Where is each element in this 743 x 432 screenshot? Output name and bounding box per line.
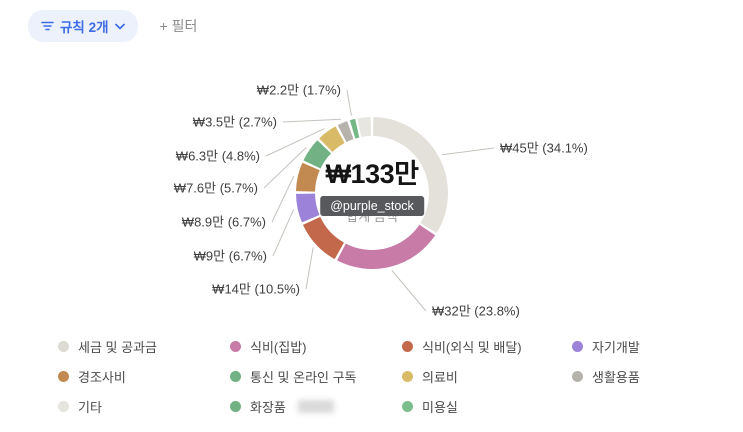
legend-item[interactable]: 식비(외식 및 배달) bbox=[402, 337, 572, 356]
slice-value-label: ₩8.9만 (6.7%) bbox=[182, 215, 266, 230]
legend-item[interactable]: 통신 및 온라인 구독 bbox=[230, 367, 402, 386]
total-caption: 합계 금액 bbox=[346, 208, 398, 224]
rules-chip-label: 규칙 2개 bbox=[60, 20, 109, 35]
legend-label: 생활용품 bbox=[592, 370, 640, 385]
legend-color-dot bbox=[58, 341, 69, 352]
donut-slice[interactable] bbox=[349, 118, 360, 139]
legend-item[interactable]: 경조사비 bbox=[58, 367, 230, 386]
donut-slice[interactable] bbox=[303, 140, 332, 169]
slice-value-label: ₩2.2만 (1.7%) bbox=[257, 83, 341, 98]
slice-value-label: ₩14만 (10.5%) bbox=[212, 282, 300, 297]
legend-item[interactable]: 미용실 bbox=[402, 397, 572, 416]
legend-color-dot bbox=[58, 371, 69, 382]
toolbar: 규칙 2개 + 필터 bbox=[28, 10, 199, 42]
legend-color-dot bbox=[58, 401, 69, 412]
slice-value-label: ₩9만 (6.7%) bbox=[194, 249, 267, 264]
leader-line bbox=[272, 208, 295, 257]
legend-item[interactable]: 식비(집밥) bbox=[230, 337, 402, 356]
slice-value-label: ₩3.5만 (2.7%) bbox=[193, 115, 277, 130]
legend-label: 자기개발 bbox=[592, 340, 640, 355]
legend-color-dot bbox=[402, 401, 413, 412]
leader-line bbox=[346, 89, 352, 116]
donut-slice[interactable] bbox=[296, 193, 320, 223]
legend-item[interactable]: 자기개발 bbox=[572, 337, 722, 356]
slice-value-label: ₩7.6만 (5.7%) bbox=[174, 181, 258, 196]
donut-slice[interactable] bbox=[296, 162, 320, 193]
legend-color-dot bbox=[572, 341, 583, 352]
slice-value-label: ₩6.3만 (4.8%) bbox=[176, 149, 260, 164]
leader-line bbox=[391, 270, 427, 312]
legend-color-dot bbox=[230, 401, 241, 412]
legend-item[interactable]: 생활용품 bbox=[572, 367, 722, 386]
legend-label: 식비(집밥) bbox=[250, 340, 307, 355]
donut-slice[interactable] bbox=[372, 117, 448, 233]
legend-color-dot bbox=[402, 341, 413, 352]
donut-slice[interactable] bbox=[337, 224, 436, 269]
legend-label: 경조사비 bbox=[78, 370, 126, 385]
slice-value-label: ₩32만 (23.8%) bbox=[432, 304, 520, 319]
legend-label: 세금 및 공과금 bbox=[78, 340, 157, 355]
rules-chip[interactable]: 규칙 2개 bbox=[28, 10, 138, 42]
donut-slice[interactable] bbox=[319, 126, 345, 153]
leader-line bbox=[305, 247, 314, 290]
legend-label: 기타 bbox=[78, 400, 102, 415]
add-filter-button[interactable]: + 필터 bbox=[158, 12, 200, 40]
legend-item[interactable]: 의료비 bbox=[402, 367, 572, 386]
legend-label: 식비(외식 및 배달) bbox=[422, 340, 522, 355]
watermark-badge: @purple_stock bbox=[320, 195, 424, 216]
legend-label: 미용실 bbox=[422, 400, 458, 415]
donut-slice[interactable] bbox=[302, 216, 345, 260]
legend-color-dot bbox=[230, 371, 241, 382]
legend-item[interactable]: 세금 및 공과금 bbox=[58, 337, 230, 356]
legend-item[interactable]: 기타 bbox=[58, 397, 230, 416]
slice-value-label: ₩45만 (34.1%) bbox=[500, 141, 588, 156]
legend-color-dot bbox=[230, 341, 241, 352]
chevron-down-icon bbox=[114, 23, 125, 29]
leader-line bbox=[442, 147, 495, 156]
legend-color-dot bbox=[572, 371, 583, 382]
legend-color-dot bbox=[402, 371, 413, 382]
legend-label: 의료비 bbox=[422, 370, 458, 385]
leader-line bbox=[282, 118, 341, 123]
donut-slice[interactable] bbox=[337, 121, 354, 143]
redacted-blur bbox=[297, 400, 334, 413]
legend-label: 통신 및 온라인 구독 bbox=[250, 370, 357, 385]
leader-line bbox=[271, 175, 295, 223]
donut-slice[interactable] bbox=[357, 117, 372, 138]
legend-label: 화장품 bbox=[250, 400, 286, 415]
filter-lines-icon bbox=[41, 21, 54, 31]
legend-item[interactable]: 화장품 bbox=[230, 397, 402, 416]
